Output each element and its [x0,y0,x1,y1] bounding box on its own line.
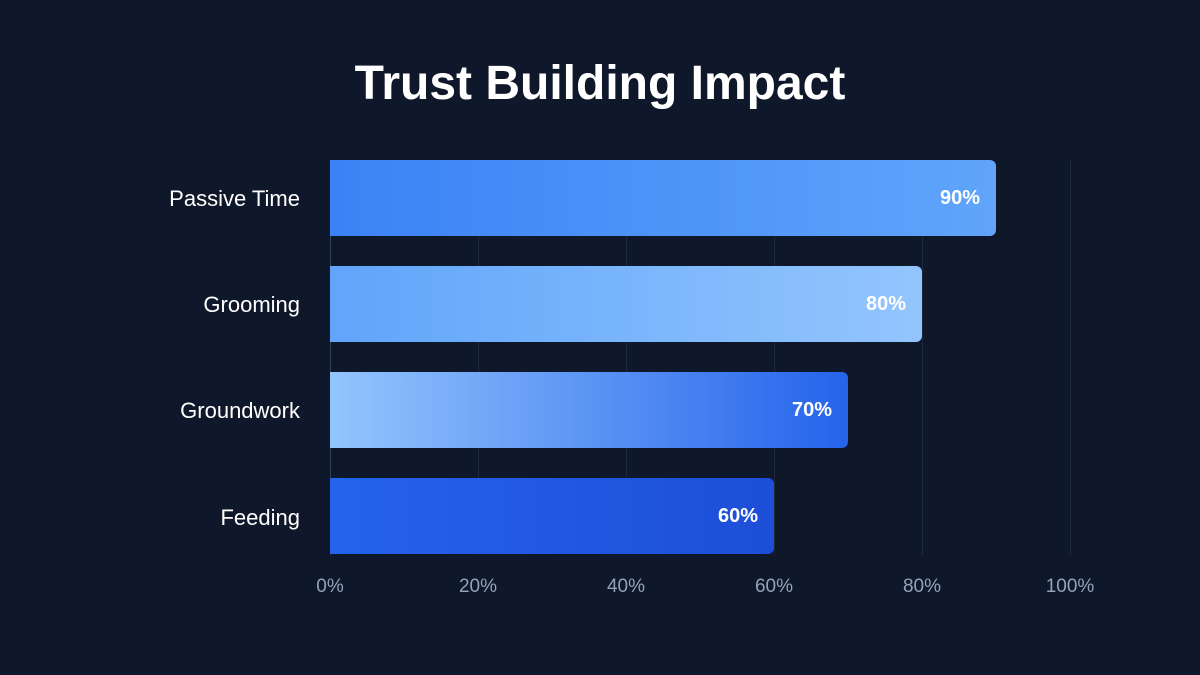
x-tick: 40% [606,576,646,597]
chart-title: Trust Building Impact [354,57,846,110]
bar-value: 80% [865,293,906,315]
gridline [330,160,331,555]
plot-area: 90% 80% 70% 60% [330,160,1071,555]
gridline [626,160,627,555]
category-label: Feeding [220,505,300,530]
bar-value: 60% [717,505,758,527]
x-tick: 60% [754,576,794,597]
x-tick: 20% [458,576,498,597]
bar-value: 90% [939,187,980,209]
category-label: Passive Time [169,186,300,211]
bar-passive-time[interactable]: 90% [330,160,996,236]
gridline [478,160,479,555]
category-label: Groundwork [180,398,300,423]
x-tick: 100% [1045,576,1095,597]
gridline [774,160,775,555]
bar-groundwork[interactable]: 70% [330,372,848,448]
x-tick: 0% [316,576,344,597]
gridline [922,160,923,555]
bar-feeding[interactable]: 60% [330,478,774,554]
x-tick: 80% [902,576,942,597]
category-label: Grooming [203,292,300,317]
bar-grooming[interactable]: 80% [330,266,922,342]
bar-value: 70% [791,399,832,421]
gridline [1070,160,1071,555]
